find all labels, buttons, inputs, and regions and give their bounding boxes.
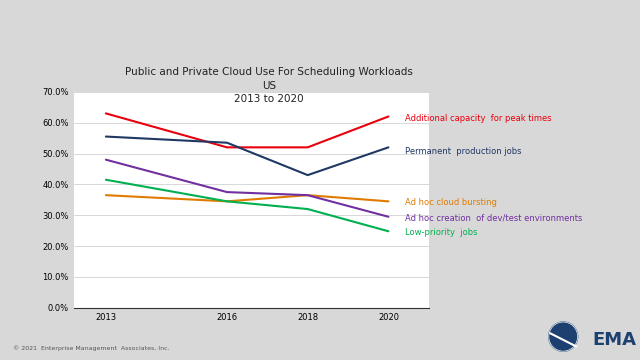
Text: Additional capacity  for peak times: Additional capacity for peak times (404, 113, 551, 122)
Text: Permanent  production jobs: Permanent production jobs (404, 147, 521, 156)
Text: Ad hoc cloud bursting: Ad hoc cloud bursting (404, 198, 497, 207)
Text: Public and Private Cloud Use For Scheduling Workloads: Public and Private Cloud Use For Schedul… (125, 67, 413, 77)
Text: Ad hoc creation  of dev/test environments: Ad hoc creation of dev/test environments (404, 214, 582, 223)
Circle shape (549, 322, 578, 351)
Text: Low-priority  jobs: Low-priority jobs (404, 228, 477, 237)
Text: EMA: EMA (592, 331, 636, 349)
Text: 2013 to 2020: 2013 to 2020 (234, 94, 303, 104)
Text: © 2021  Enterprise Management  Associates, Inc.: © 2021 Enterprise Management Associates,… (13, 345, 170, 351)
Text: US: US (262, 81, 276, 91)
